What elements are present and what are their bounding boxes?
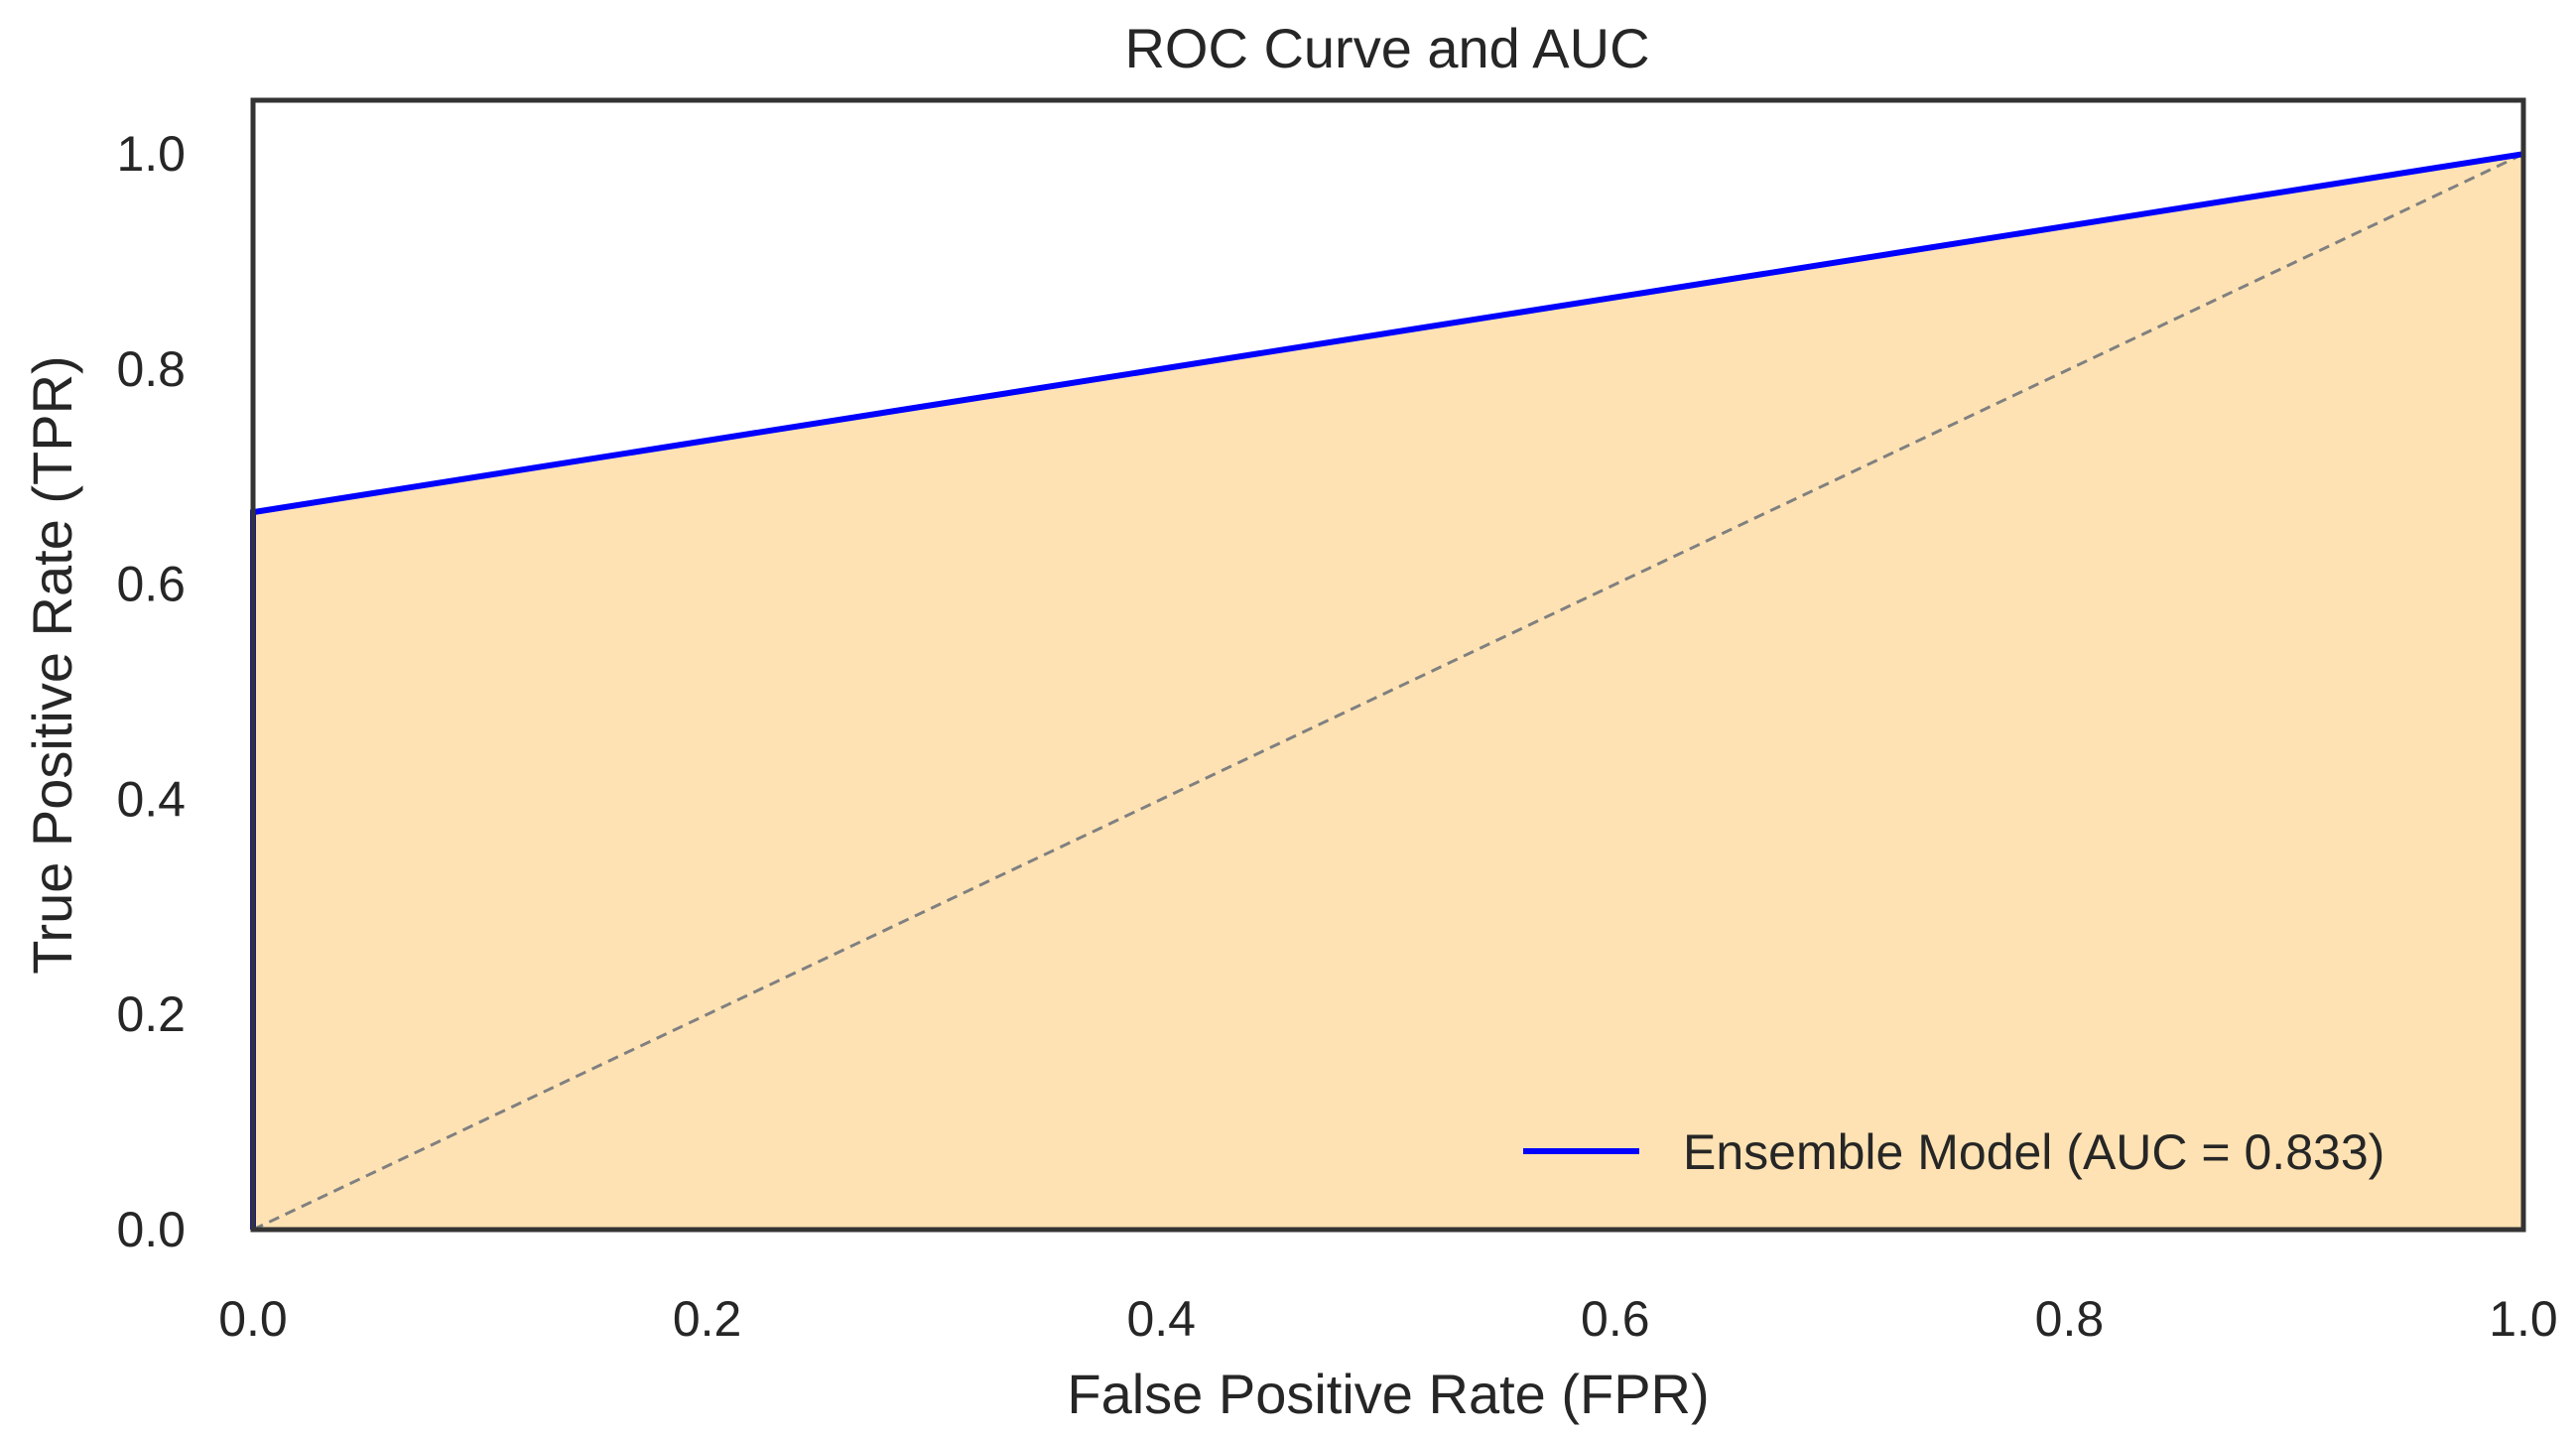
y-axis-ticks: 0.0 0.2 0.4 0.6 0.8 1.0 — [116, 126, 186, 1257]
y-tick-label: 0.0 — [116, 1202, 186, 1257]
x-tick-label: 0.8 — [2035, 1291, 2105, 1347]
y-tick-label: 0.2 — [116, 986, 186, 1042]
y-tick-label: 0.4 — [116, 771, 186, 827]
x-tick-label: 0.0 — [218, 1291, 288, 1347]
y-tick-label: 0.8 — [116, 341, 186, 397]
x-tick-label: 0.2 — [673, 1291, 742, 1347]
y-axis-label: True Positive Rate (TPR) — [21, 355, 83, 974]
legend: Ensemble Model (AUC = 0.833) — [1523, 1124, 2384, 1180]
plot-frame — [250, 97, 2526, 1233]
chart-title: ROC Curve and AUC — [1124, 17, 1649, 79]
y-tick-label: 0.6 — [116, 557, 186, 612]
x-tick-label: 0.6 — [1581, 1291, 1650, 1347]
x-tick-label: 1.0 — [2489, 1291, 2558, 1347]
plot-area — [250, 97, 2526, 1233]
x-tick-label: 0.4 — [1126, 1291, 1196, 1347]
chance-reference-line — [252, 152, 2524, 1232]
x-axis-label: False Positive Rate (FPR) — [1067, 1363, 1709, 1425]
y-tick-label: 1.0 — [116, 126, 186, 182]
x-axis-ticks: 0.0 0.2 0.4 0.6 0.8 1.0 — [218, 1291, 2558, 1347]
legend-label-ensemble-model: Ensemble Model (AUC = 0.833) — [1683, 1124, 2384, 1180]
